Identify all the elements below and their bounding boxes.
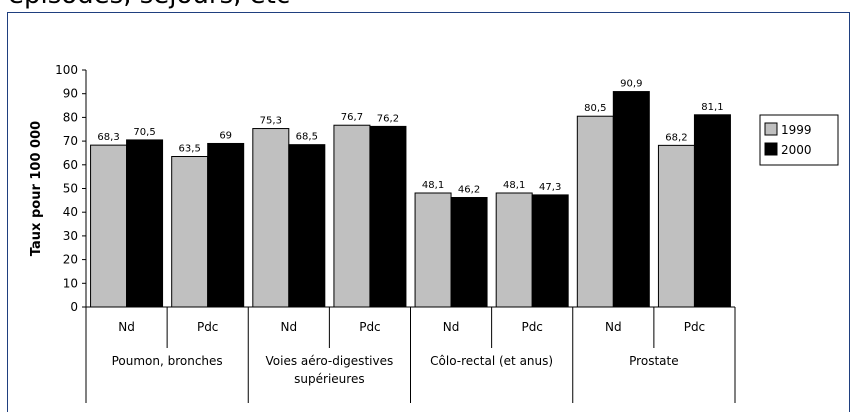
data-label: 69	[219, 130, 232, 141]
data-label: 68,2	[665, 132, 687, 143]
x-group-label: supérieures	[294, 372, 364, 386]
bar-1999-0	[90, 144, 128, 308]
bar-1999-1	[171, 156, 209, 308]
data-label: 76,7	[341, 112, 363, 123]
bar-1999-5	[495, 192, 533, 308]
bar-2000-6	[612, 91, 650, 308]
data-label: 76,2	[377, 113, 399, 124]
x-category-label: Pdc	[521, 320, 542, 334]
bar-1999-3	[333, 124, 371, 308]
chart-frame	[7, 12, 850, 412]
y-tick-label: 90	[63, 87, 78, 101]
bar-1999-6	[576, 115, 614, 308]
bar-2000-3	[369, 125, 407, 308]
data-label: 75,3	[260, 116, 282, 127]
bar-chart: 0 10 20 30 40 50 60 70 80 90 100 Taux pour 100 000 6…	[29, 63, 839, 403]
y-tick-label: 80	[63, 110, 78, 124]
x-category-label: Nd	[281, 320, 298, 334]
data-label: 81,1	[701, 102, 723, 113]
bar-1999-2	[252, 128, 290, 308]
bar-2000-1	[207, 142, 245, 308]
bar-1999-7	[657, 144, 695, 308]
bar-2000-4	[450, 197, 488, 308]
x-category-label: Nd	[605, 320, 622, 334]
x-category-label: Pdc	[684, 320, 705, 334]
y-tick-label: 100	[55, 63, 78, 77]
data-label: 48,1	[503, 180, 525, 191]
y-tick-label: 70	[63, 134, 78, 148]
data-label: 46,2	[458, 185, 480, 196]
bar-1999-4	[414, 192, 452, 308]
y-tick-label: 50	[63, 182, 78, 196]
data-label: 80,5	[584, 103, 606, 114]
y-tick-label: 60	[63, 158, 78, 172]
x-category-label: Pdc	[197, 320, 218, 334]
y-tick-label: 30	[63, 229, 78, 243]
bar-2000-7	[693, 114, 731, 308]
y-tick-label: 40	[63, 205, 78, 219]
y-tick-label: 20	[63, 253, 78, 267]
data-label: 90,9	[620, 79, 642, 90]
x-category-label: Pdc	[359, 320, 380, 334]
legend-swatch-1999	[764, 122, 778, 136]
bar-2000-0	[126, 139, 164, 308]
data-label: 63,5	[179, 144, 201, 155]
x-group-label: Poumon, bronches	[112, 354, 223, 368]
bar-2000-2	[288, 144, 326, 308]
data-label: 68,5	[296, 132, 318, 143]
legend-swatch-2000	[764, 142, 778, 156]
x-group-label: Voies aéro-digestives	[266, 354, 394, 368]
y-axis-title: Taux pour 100 000	[29, 121, 44, 256]
data-label: 68,3	[97, 132, 119, 143]
x-group-label: Côlo-rectal (et anus)	[430, 354, 553, 368]
legend-label: 2000	[781, 143, 812, 157]
x-group-label: Prostate	[629, 354, 678, 368]
legend-label: 1999	[781, 123, 812, 137]
x-category-label: Nd	[118, 320, 135, 334]
data-label: 70,5	[133, 127, 155, 138]
y-tick-label: 10	[63, 276, 78, 290]
x-category-label: Nd	[443, 320, 460, 334]
y-tick-label: 0	[70, 300, 78, 314]
bar-2000-5	[531, 194, 569, 308]
data-label: 48,1	[422, 180, 444, 191]
data-label: 47,3	[539, 182, 561, 193]
partial-title: épisodes, séjours, etc	[8, 0, 290, 10]
